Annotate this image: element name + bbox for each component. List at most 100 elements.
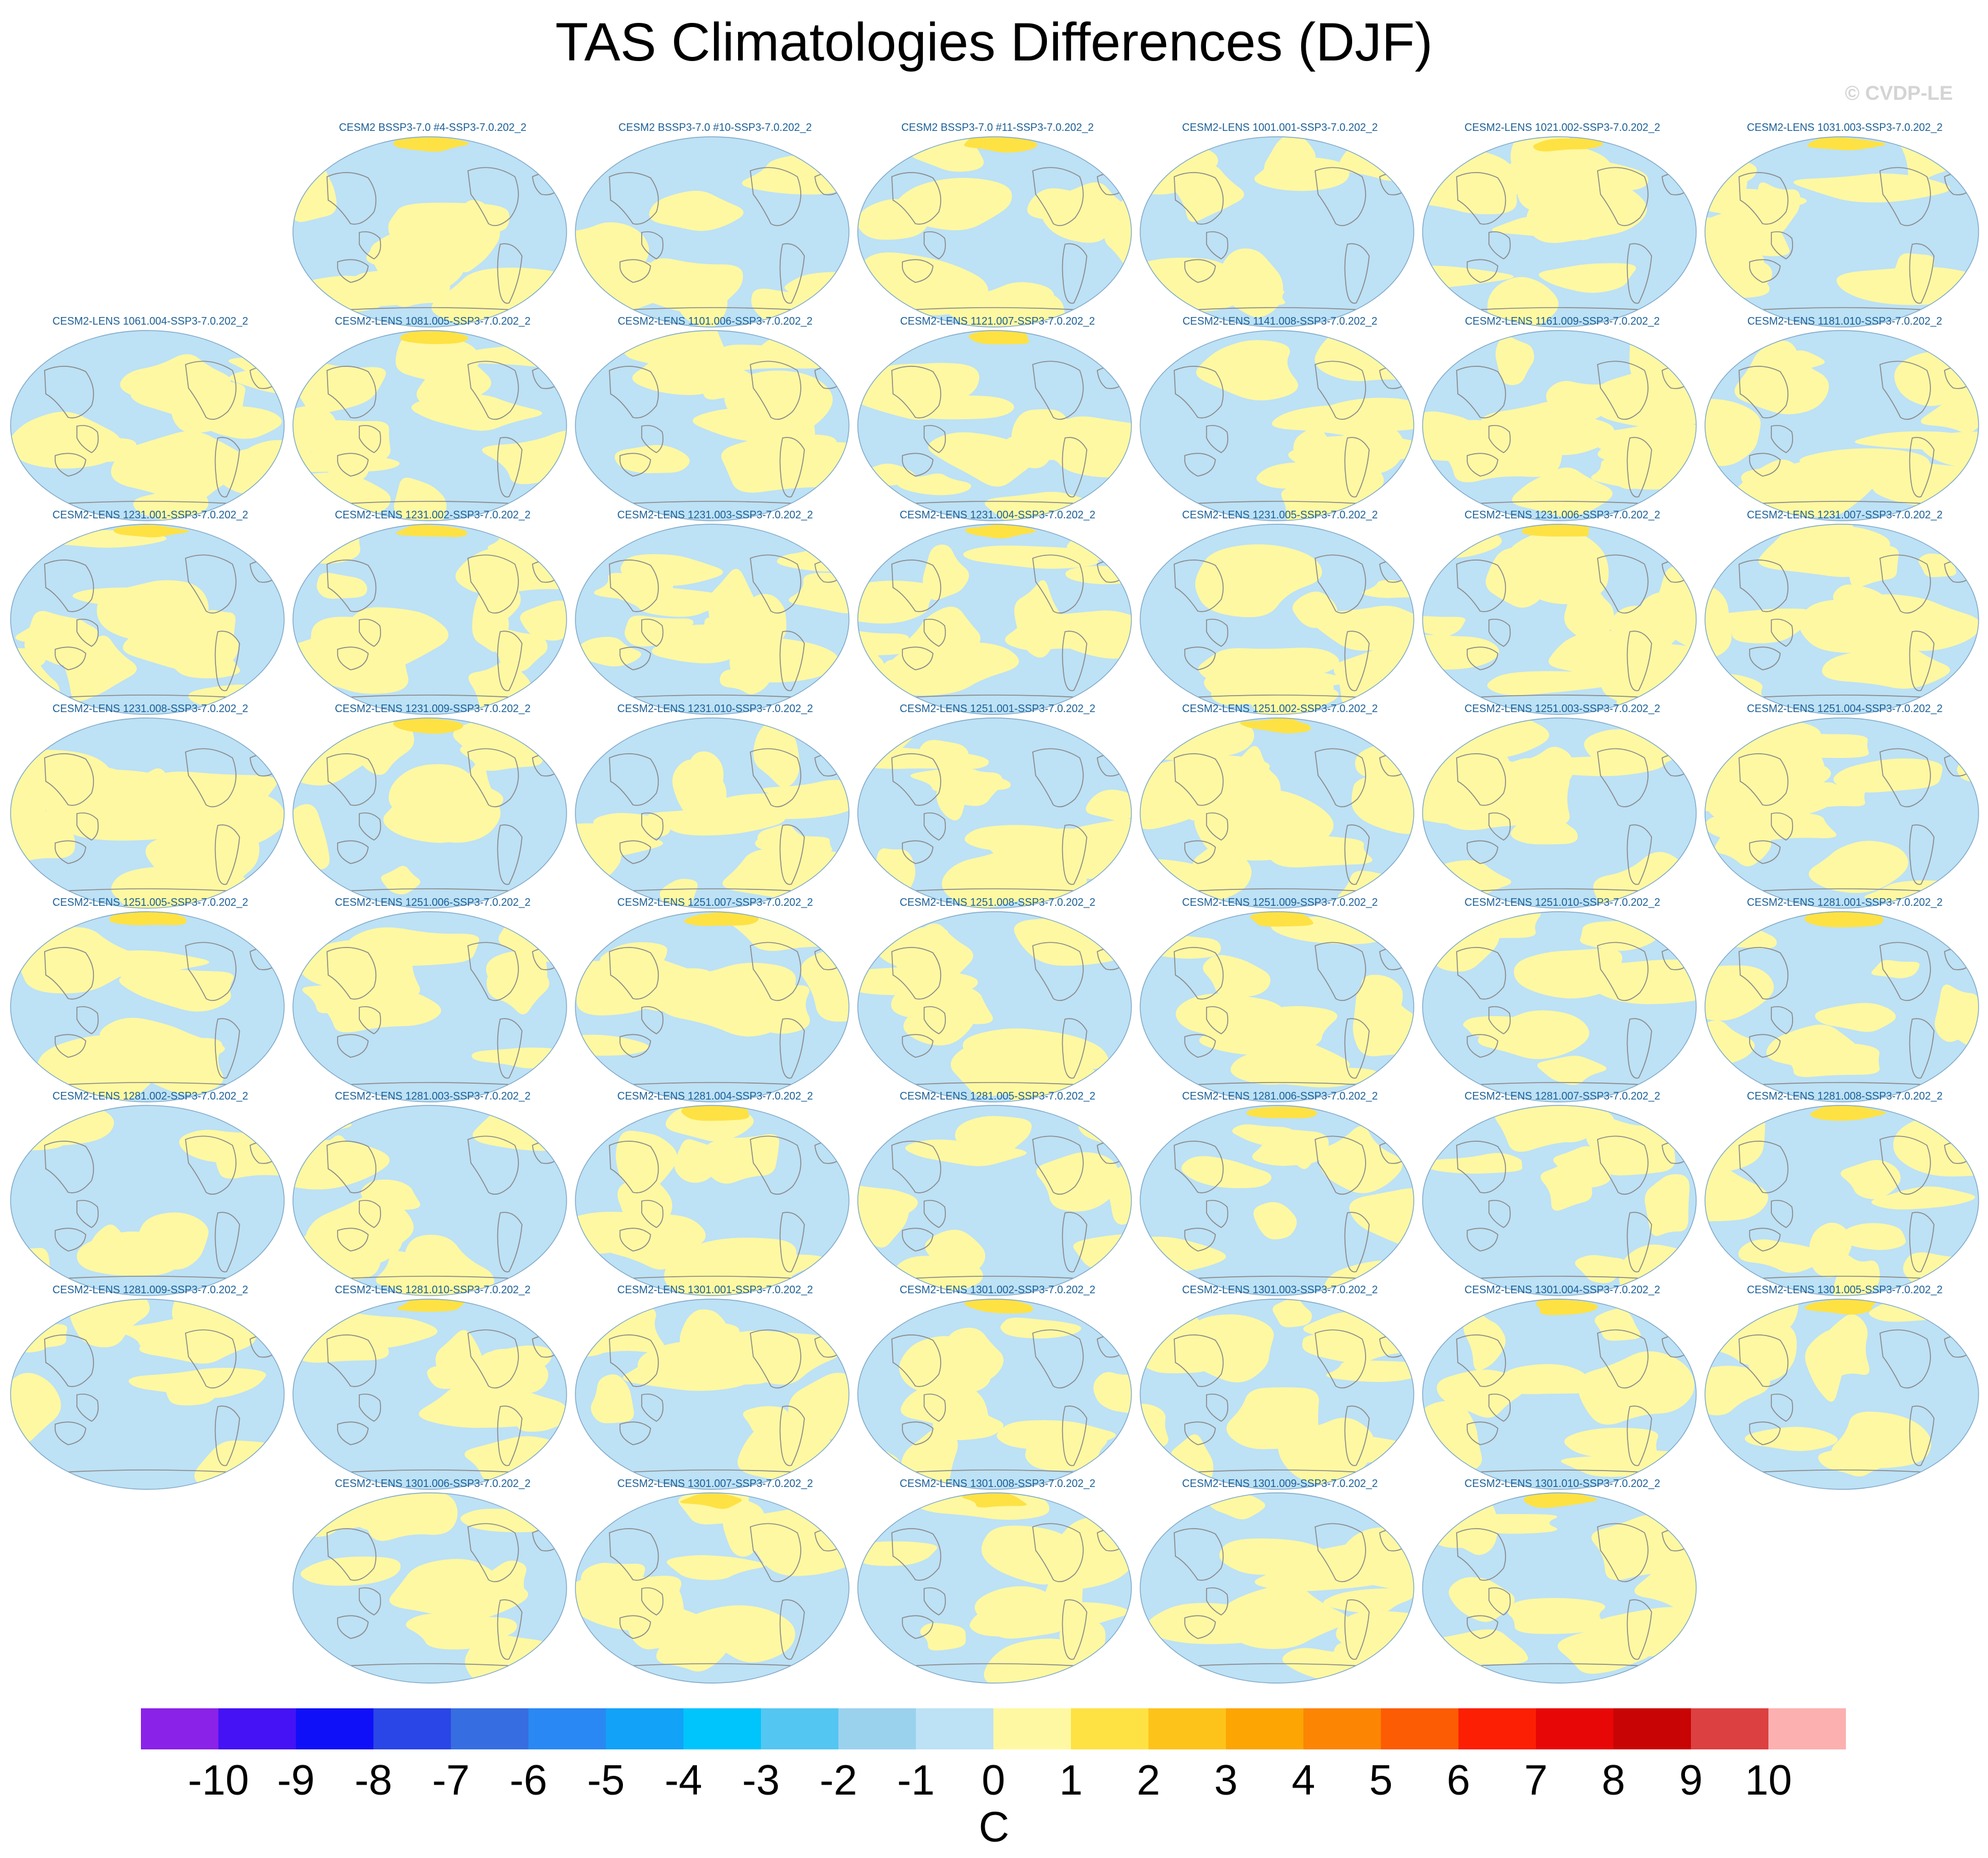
coastline (1174, 1528, 1224, 1581)
coastline (619, 1421, 651, 1445)
coastline (1771, 1006, 1794, 1034)
warm-region (360, 1179, 420, 1210)
globe-map (292, 911, 567, 1102)
coastline (1174, 172, 1224, 225)
coastline (1206, 812, 1229, 841)
globe-outline (1704, 717, 1979, 909)
coastline (1488, 618, 1511, 647)
map-panel: CESM2-LENS 1281.004-SSP3-7.0.202_2 (574, 1089, 856, 1296)
warm-region (1555, 147, 1618, 208)
warm-region (1436, 1513, 1558, 1534)
anomaly-fill (293, 137, 567, 327)
map-panel: CESM2-LENS 1281.007-SSP3-7.0.202_2 (1421, 1089, 1703, 1296)
strong-warm-region (681, 1105, 750, 1121)
coastline (1174, 753, 1224, 806)
warm-region (15, 621, 99, 647)
globe-map (857, 330, 1132, 521)
coastline (1184, 840, 1216, 864)
warm-region (858, 199, 929, 240)
coastline (750, 1135, 801, 1195)
anomaly-fill (575, 718, 849, 908)
warm-region (702, 1134, 780, 1184)
warm-region (165, 1373, 218, 1405)
coastline (1879, 167, 1931, 227)
warm-region (1734, 340, 1829, 414)
strong-warm-region (400, 331, 469, 345)
colorbar-swatch (916, 1708, 994, 1749)
coastline (902, 453, 934, 477)
map-panel: CESM2-LENS 1301.006-SSP3-7.0.202_2 (292, 1476, 574, 1684)
warm-region (1744, 1427, 1838, 1451)
coastline (1344, 437, 1370, 498)
warm-region (1892, 253, 1935, 300)
warm-region (133, 489, 209, 521)
coastline (359, 231, 382, 259)
warm-region (473, 1105, 567, 1151)
coastline (1488, 231, 1511, 259)
coastline (924, 1587, 946, 1616)
warm-region (1423, 616, 1465, 637)
map-panel: CESM2-LENS 1231.002-SSP3-7.0.202_2 (292, 508, 574, 715)
warm-region (1226, 1387, 1319, 1449)
warm-region (1841, 1223, 1906, 1250)
coastline (750, 360, 801, 420)
coastline (609, 1334, 659, 1387)
coastline (1456, 366, 1507, 419)
coastline (1879, 942, 1931, 1002)
map-panel-title: CESM2-LENS 1231.001-SSP3-7.0.202_2 (52, 509, 248, 521)
coastline (1062, 1212, 1087, 1273)
coastline (1488, 812, 1511, 841)
coastline (497, 1405, 523, 1466)
globe-outline (1704, 1299, 1979, 1490)
coastline (641, 231, 664, 259)
globe-outline (857, 524, 1132, 715)
map-panel-title: CESM2-LENS 1301.002-SSP3-7.0.202_2 (899, 1284, 1096, 1296)
coastline (337, 1615, 369, 1639)
warm-region (614, 444, 690, 474)
map-panel: CESM2-LENS 1301.007-SSP3-7.0.202_2 (574, 1476, 856, 1684)
coastline (359, 1587, 382, 1616)
coastline (1597, 942, 1649, 1002)
coastline (76, 618, 99, 647)
globe-outline (1422, 1105, 1697, 1296)
coastline (326, 559, 377, 612)
coastline (467, 748, 519, 808)
globe-map (292, 330, 567, 521)
coastline (497, 1599, 523, 1660)
globe-outline (1140, 524, 1414, 715)
coastline (1488, 424, 1511, 453)
map-panel-title: CESM2-LENS 1251.003-SSP3-7.0.202_2 (1464, 703, 1660, 714)
coastline (76, 1199, 99, 1228)
colorbar-tick-label: 3 (1214, 1757, 1238, 1804)
coastline (1879, 1135, 1931, 1195)
warm-region (1204, 668, 1350, 700)
strong-warm-region (393, 137, 469, 152)
globe-map (1422, 1492, 1697, 1684)
coastline (1184, 646, 1216, 670)
warm-region (679, 1309, 727, 1360)
warm-region (293, 363, 386, 413)
coastline (1738, 1141, 1789, 1193)
map-panel: CESM2-LENS 1281.009-SSP3-7.0.202_2 (9, 1283, 291, 1490)
map-panel: CESM2-LENS 1231.004-SSP3-7.0.202_2 (857, 508, 1138, 715)
coastline (55, 1228, 86, 1252)
warm-region (1273, 1134, 1322, 1169)
warm-region (1714, 828, 1771, 866)
warm-region (1507, 1598, 1608, 1634)
globe-outline (292, 1299, 567, 1490)
warm-region (316, 572, 368, 599)
strong-warm-region (1804, 912, 1883, 928)
coastline (779, 1599, 805, 1660)
globe-outline (575, 524, 850, 715)
coastline (337, 453, 369, 477)
warm-region (1065, 566, 1131, 585)
map-panel-title: CESM2-LENS 1301.009-SSP3-7.0.202_2 (1182, 1478, 1378, 1489)
coastline (750, 1523, 801, 1583)
colorbar-tick-label: -1 (897, 1757, 935, 1804)
colorbar-tick-label: -3 (742, 1757, 780, 1804)
coastline (326, 366, 377, 419)
coastline (891, 1334, 942, 1387)
coastline (1738, 947, 1789, 1000)
warm-region (901, 1382, 989, 1430)
warm-region (1871, 960, 1920, 979)
